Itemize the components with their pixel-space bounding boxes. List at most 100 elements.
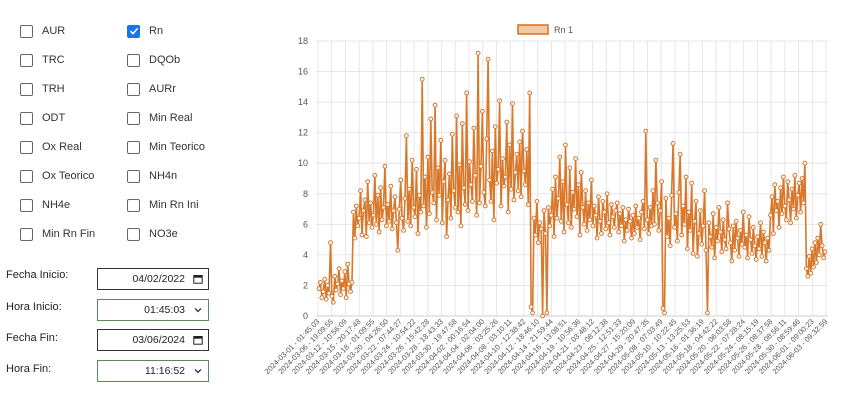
data-point[interactable]: [742, 244, 748, 250]
data-point[interactable]: [687, 228, 693, 233]
data-point[interactable]: [795, 192, 801, 198]
data-point[interactable]: [591, 203, 597, 209]
checkbox-aurr[interactable]: AURr: [127, 80, 176, 98]
data-point[interactable]: [500, 156, 505, 162]
data-point[interactable]: [531, 215, 537, 221]
data-point[interactable]: [318, 280, 323, 285]
data-point[interactable]: [338, 292, 343, 298]
data-point[interactable]: [789, 186, 795, 192]
data-point[interactable]: [773, 208, 779, 214]
data-point[interactable]: [644, 217, 650, 223]
data-point[interactable]: [571, 206, 577, 212]
data-point[interactable]: [801, 200, 806, 206]
data-point[interactable]: [816, 252, 822, 258]
data-point[interactable]: [771, 231, 776, 236]
data-point[interactable]: [646, 231, 652, 236]
data-point[interactable]: [480, 108, 485, 114]
data-point[interactable]: [752, 243, 758, 249]
data-point[interactable]: [375, 192, 381, 198]
data-point[interactable]: [495, 166, 501, 172]
data-point[interactable]: [382, 163, 388, 169]
data-point[interactable]: [438, 137, 444, 143]
data-point[interactable]: [535, 240, 541, 246]
data-point[interactable]: [759, 254, 765, 259]
data-point[interactable]: [786, 197, 792, 203]
data-point[interactable]: [623, 217, 629, 223]
data-point[interactable]: [686, 209, 692, 215]
data-point[interactable]: [379, 217, 385, 223]
data-point[interactable]: [740, 209, 746, 215]
data-point[interactable]: [530, 310, 536, 316]
data-point[interactable]: [762, 240, 768, 246]
data-point[interactable]: [402, 196, 408, 201]
data-point[interactable]: [557, 154, 563, 160]
data-point[interactable]: [763, 258, 769, 264]
data-point[interactable]: [576, 182, 581, 188]
checkbox-odt[interactable]: ODT: [20, 109, 65, 127]
data-point[interactable]: [772, 182, 778, 188]
calendar-icon[interactable]: [193, 274, 203, 284]
data-point[interactable]: [811, 264, 816, 270]
checkbox-unchecked[interactable]: [20, 169, 33, 183]
data-point[interactable]: [365, 179, 371, 185]
checkbox-unchecked[interactable]: [20, 82, 33, 96]
data-point[interactable]: [781, 174, 786, 180]
data-point[interactable]: [320, 289, 326, 295]
data-point[interactable]: [750, 225, 756, 230]
data-point[interactable]: [459, 121, 465, 126]
data-point[interactable]: [716, 205, 722, 210]
data-point[interactable]: [821, 255, 826, 261]
data-point[interactable]: [416, 192, 422, 198]
data-point[interactable]: [445, 197, 451, 203]
data-point[interactable]: [776, 225, 782, 230]
data-point[interactable]: [722, 237, 728, 243]
data-point[interactable]: [551, 234, 557, 240]
data-point[interactable]: [543, 231, 548, 236]
data-point[interactable]: [384, 223, 389, 229]
checkbox-unchecked[interactable]: [20, 24, 33, 38]
data-point[interactable]: [505, 209, 511, 215]
data-point[interactable]: [653, 157, 659, 163]
data-point[interactable]: [815, 235, 821, 241]
data-point[interactable]: [464, 90, 470, 96]
data-point[interactable]: [538, 226, 544, 232]
data-point[interactable]: [792, 173, 798, 178]
data-point[interactable]: [682, 221, 687, 227]
data-point[interactable]: [753, 257, 759, 262]
data-point[interactable]: [590, 223, 596, 229]
data-point[interactable]: [664, 234, 670, 240]
data-point[interactable]: [472, 173, 478, 178]
data-point[interactable]: [341, 286, 346, 291]
data-point[interactable]: [597, 218, 603, 224]
data-point[interactable]: [492, 124, 498, 129]
data-point[interactable]: [462, 202, 468, 207]
data-point[interactable]: [348, 289, 353, 295]
data-point[interactable]: [343, 295, 349, 301]
data-point[interactable]: [739, 241, 745, 247]
data-point[interactable]: [418, 209, 424, 215]
data-point[interactable]: [540, 313, 546, 319]
data-point[interactable]: [621, 238, 627, 244]
data-point[interactable]: [666, 215, 672, 221]
data-point[interactable]: [351, 209, 356, 215]
data-point[interactable]: [567, 165, 573, 171]
data-point[interactable]: [725, 200, 730, 206]
data-point[interactable]: [706, 220, 712, 226]
data-point[interactable]: [570, 189, 576, 195]
checkbox-dqob[interactable]: DQOb: [127, 51, 180, 69]
data-point[interactable]: [414, 166, 419, 172]
calendar-icon[interactable]: [193, 335, 203, 345]
data-point[interactable]: [461, 185, 467, 191]
data-point[interactable]: [610, 214, 616, 220]
data-point[interactable]: [332, 273, 338, 279]
data-point[interactable]: [523, 182, 528, 188]
data-point[interactable]: [421, 203, 427, 209]
data-point[interactable]: [362, 197, 368, 203]
data-point[interactable]: [796, 180, 802, 186]
data-point[interactable]: [406, 186, 412, 192]
data-point[interactable]: [584, 228, 590, 233]
data-point[interactable]: [386, 218, 392, 224]
data-point[interactable]: [566, 220, 571, 226]
data-point[interactable]: [398, 177, 404, 183]
data-point[interactable]: [626, 206, 632, 212]
